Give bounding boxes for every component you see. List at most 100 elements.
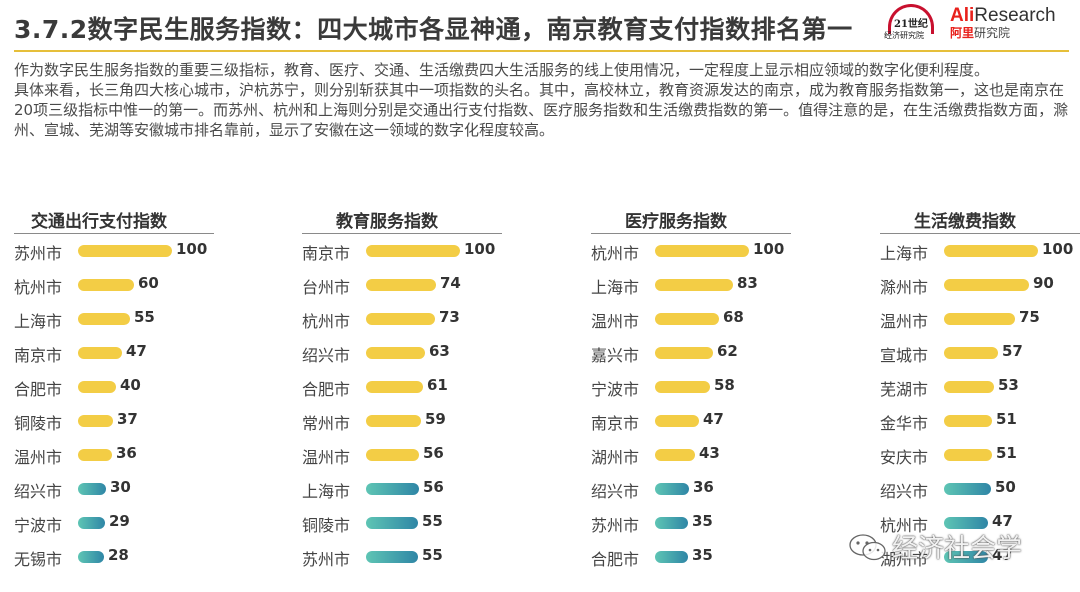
category-label: 宁波市 [14,516,63,535]
ali-brand-rest: Research [974,5,1056,26]
bar [366,449,419,461]
bar [655,415,699,427]
value-label: 53 [998,376,1019,394]
value-label: 90 [1033,274,1054,292]
value-label: 100 [464,240,496,258]
category-label: 杭州市 [14,278,63,297]
bar [655,245,749,257]
bar [944,517,988,529]
chart-title: 生活缴费指数 [914,212,1016,232]
category-label: 湖州市 [591,448,640,467]
value-label: 36 [116,444,137,462]
bar-row: 宣城市 57 [880,336,1080,370]
category-label: 合肥市 [302,380,351,399]
value-label: 59 [425,410,446,428]
bar [944,381,994,393]
value-label: 47 [703,410,724,428]
bar [944,415,992,427]
ali-sub-rest: 研究院 [974,26,1011,40]
value-label: 30 [110,478,131,496]
value-label: 40 [120,376,141,394]
bar [78,415,113,427]
category-label: 铜陵市 [14,414,63,433]
bar-row: 宁波市 58 [591,370,831,404]
value-label: 35 [692,512,713,530]
ali-sub: 阿里研究院 [950,26,1056,41]
value-label: 73 [439,308,460,326]
bar-row: 台州市 74 [302,268,542,302]
chart-title: 教育服务指数 [336,212,438,232]
category-label: 上海市 [591,278,640,297]
bar-row: 合肥市 35 [591,540,831,574]
logo-21-line2: 经济研究院 [884,31,924,40]
value-label: 60 [138,274,159,292]
description: 作为数字民生服务指数的重要三级指标，教育、医疗、交通、生活缴费四大生活服务的线上… [14,60,1074,140]
wechat-watermark: 经济社会学 [848,526,1068,566]
bar [366,517,418,529]
value-label: 58 [714,376,735,394]
bar [944,449,992,461]
bar-row: 绍兴市 50 [880,472,1080,506]
bar-row: 温州市 36 [14,438,254,472]
bar-row: 合肥市 40 [14,370,254,404]
wechat-icon [849,534,886,561]
value-label: 51 [996,444,1017,462]
logo-arc [888,4,934,34]
category-label: 芜湖市 [880,380,929,399]
value-label: 29 [109,512,130,530]
category-label: 绍兴市 [591,482,640,501]
value-label: 57 [1002,342,1023,360]
bar-row: 滁州市 90 [880,268,1080,302]
value-label: 35 [692,546,713,564]
bar [655,381,710,393]
category-label: 杭州市 [302,312,351,331]
page-title: 3.7.2数字民生服务指数：四大城市各显神通，南京教育支付指数排名第一 [14,15,853,44]
bar-row: 绍兴市 30 [14,472,254,506]
value-label: 75 [1019,308,1040,326]
bar-row: 芜湖市 53 [880,370,1080,404]
value-label: 68 [723,308,744,326]
bar [78,517,105,529]
bar-row: 上海市 55 [14,302,254,336]
chart-title-rule [14,233,214,234]
value-label: 63 [429,342,450,360]
bar-row: 南京市 47 [14,336,254,370]
bar [655,483,689,495]
value-label: 100 [176,240,208,258]
logo-21-line1: 21世纪 [894,19,928,30]
value-label: 36 [693,478,714,496]
category-label: 绍兴市 [880,482,929,501]
bar [655,313,719,325]
value-label: 83 [737,274,758,292]
bar-row: 铜陵市 55 [302,506,542,540]
value-label: 62 [717,342,738,360]
category-label: 常州市 [302,414,351,433]
category-label: 无锡市 [14,550,63,569]
chart-title: 交通出行支付指数 [31,212,167,232]
bar-row: 温州市 56 [302,438,542,472]
category-label: 台州市 [302,278,351,297]
chart-rows: 苏州市 100 杭州市 60 上海市 55 南京市 47 合肥市 40 铜陵市 37 温州市 36 绍兴市 3… [14,234,254,574]
bar [944,279,1029,291]
category-label: 绍兴市 [14,482,63,501]
chart-rows: 上海市 100 滁州市 90 温州市 75 宣城市 57 芜湖市 53 金华市 51 安庆市 51 绍兴市 5… [880,234,1080,574]
category-label: 温州市 [880,312,929,331]
bar-row: 苏州市 100 [14,234,254,268]
category-label: 南京市 [302,244,351,263]
bar [366,279,436,291]
chart-title-rule [880,233,1080,234]
bar [366,551,418,563]
bar-row: 上海市 56 [302,472,542,506]
bar [944,483,991,495]
chart-title-rule [591,233,791,234]
category-label: 上海市 [880,244,929,263]
category-label: 南京市 [591,414,640,433]
bar-row: 苏州市 55 [302,540,542,574]
category-label: 温州市 [14,448,63,467]
category-label: 安庆市 [880,448,929,467]
bar-row: 温州市 68 [591,302,831,336]
value-label: 47 [126,342,147,360]
bar [366,381,423,393]
bar-row: 上海市 83 [591,268,831,302]
bar-row: 温州市 75 [880,302,1080,336]
